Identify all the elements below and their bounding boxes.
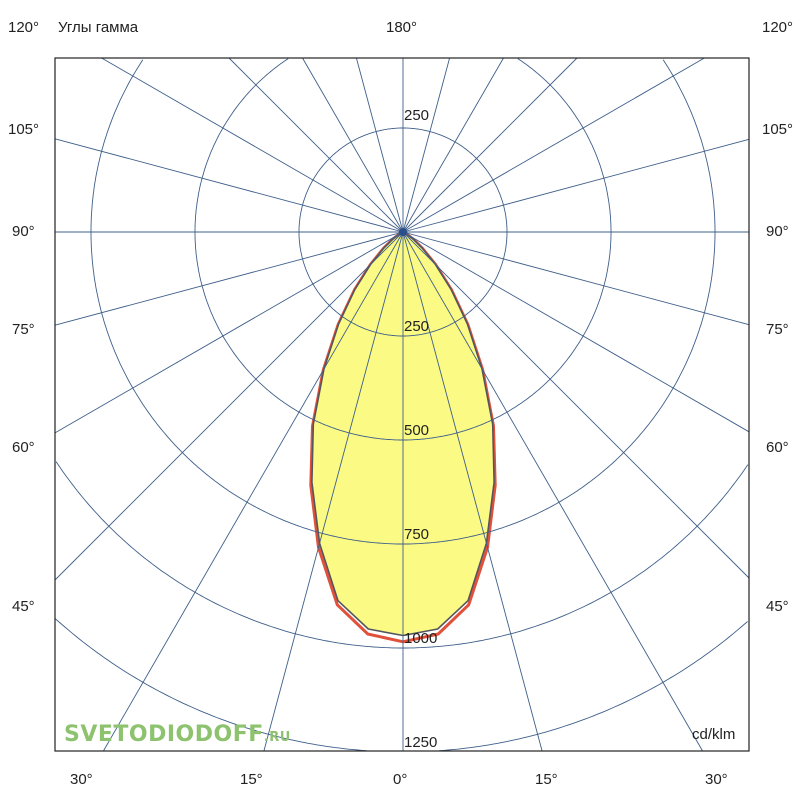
- ring-label-top: 250: [404, 107, 429, 124]
- radial-gridline: [402, 57, 451, 233]
- watermark-logo: SVETODIODOFF.RU: [64, 722, 291, 747]
- ring-label-750: 750: [404, 526, 429, 543]
- radial-gridline: [402, 57, 504, 233]
- angle-label-left-75: 75°: [12, 321, 35, 338]
- angle-label-right-120: 120°: [762, 19, 794, 36]
- angle-label-right-75: 75°: [766, 321, 789, 338]
- angle-label-right-60: 60°: [766, 439, 789, 456]
- angle-label-left-90: 90°: [12, 223, 35, 240]
- ring-gridline-750: [90, 59, 716, 545]
- radial-gridline: [101, 57, 404, 233]
- radial-gridline: [402, 231, 750, 433]
- radial-gridline: [228, 57, 404, 233]
- radial-gridline: [54, 138, 404, 233]
- radial-gridline: [355, 57, 404, 233]
- angle-label-bottom-15-right: 15°: [535, 771, 558, 788]
- radial-gridline: [54, 231, 404, 326]
- ring-label-250: 250: [404, 318, 429, 335]
- angle-label-left-45: 45°: [12, 598, 35, 615]
- radial-gridline: [54, 231, 404, 434]
- ring-label-500: 500: [404, 422, 429, 439]
- radial-gridline: [103, 231, 404, 752]
- angle-label-right-105: 105°: [762, 121, 794, 138]
- ring-label-1250: 1250: [404, 734, 437, 751]
- plot-frame: [54, 57, 750, 752]
- radial-gridline: [402, 138, 750, 233]
- radial-gridline: [402, 231, 543, 752]
- radial-gridline: [402, 231, 703, 752]
- angle-label-right-90: 90°: [766, 223, 789, 240]
- center-point: [399, 228, 407, 236]
- radial-gridline: [402, 231, 750, 579]
- radial-gridline: [402, 57, 705, 233]
- radial-gridline: [54, 231, 404, 581]
- ring-gridline-1250: [54, 618, 748, 752]
- radial-gridline: [402, 231, 750, 326]
- radial-gridline: [302, 57, 404, 233]
- ring-gridline-250: [298, 127, 508, 337]
- angle-label-left-60: 60°: [12, 439, 35, 456]
- ring-label-1000: 1000: [404, 630, 437, 647]
- unit-label: cd/klm: [692, 726, 736, 743]
- radial-gridline: [402, 57, 578, 233]
- angle-label-bottom-30-left: 30°: [70, 771, 93, 788]
- ring-gridline-500: [194, 58, 612, 441]
- angle-label-left-105: 105°: [8, 121, 40, 138]
- angle-label-bottom-0: 0°: [393, 771, 408, 788]
- angle-label-bottom-15-left: 15°: [240, 771, 263, 788]
- radial-gridline: [263, 231, 404, 752]
- ring-gridline-1000: [55, 461, 749, 649]
- angle-label-left-120: 120°: [8, 19, 40, 36]
- plot-group: [54, 57, 750, 752]
- angle-label-top-180: 180°: [386, 19, 418, 36]
- angle-label-right-45: 45°: [766, 598, 789, 615]
- chart-title: Углы гамма: [58, 19, 139, 36]
- angle-label-bottom-30-right: 30°: [705, 771, 728, 788]
